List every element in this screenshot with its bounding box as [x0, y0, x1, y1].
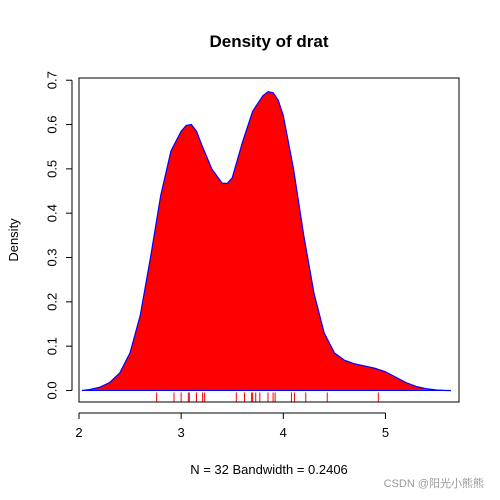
chart-title: Density of drat — [209, 32, 328, 51]
plot-area — [78, 77, 460, 403]
density-area — [82, 91, 451, 391]
watermark-text: CSDN @阳光小熊熊 — [384, 476, 484, 490]
y-tick-label: 0.3 — [45, 248, 60, 266]
density-line — [81, 91, 451, 392]
y-tick-label: 0.5 — [45, 160, 60, 178]
y-axis-label: Density — [6, 218, 21, 262]
y-tick-label: 0.4 — [45, 204, 60, 222]
x-tick-label: 5 — [382, 425, 389, 440]
y-axis: 0.0 0.1 0.2 0.3 0.4 0.5 0.6 0.7 — [45, 71, 73, 400]
x-tick-label: 3 — [178, 425, 185, 440]
rug-layer — [156, 392, 379, 402]
x-tick-label: 4 — [280, 425, 287, 440]
x-axis: 2 3 4 5 — [75, 412, 389, 440]
density-layer — [81, 91, 451, 392]
plot-frame — [78, 77, 460, 403]
x-axis-label: N = 32 Bandwidth = 0.2406 — [190, 462, 348, 477]
y-tick-label: 0.7 — [45, 71, 60, 89]
y-tick-label: 0.2 — [45, 293, 60, 311]
y-tick-label: 0.1 — [45, 337, 60, 355]
y-tick-label: 0.6 — [45, 115, 60, 133]
x-tick-label: 2 — [75, 425, 82, 440]
y-tick-label: 0.0 — [45, 381, 60, 399]
